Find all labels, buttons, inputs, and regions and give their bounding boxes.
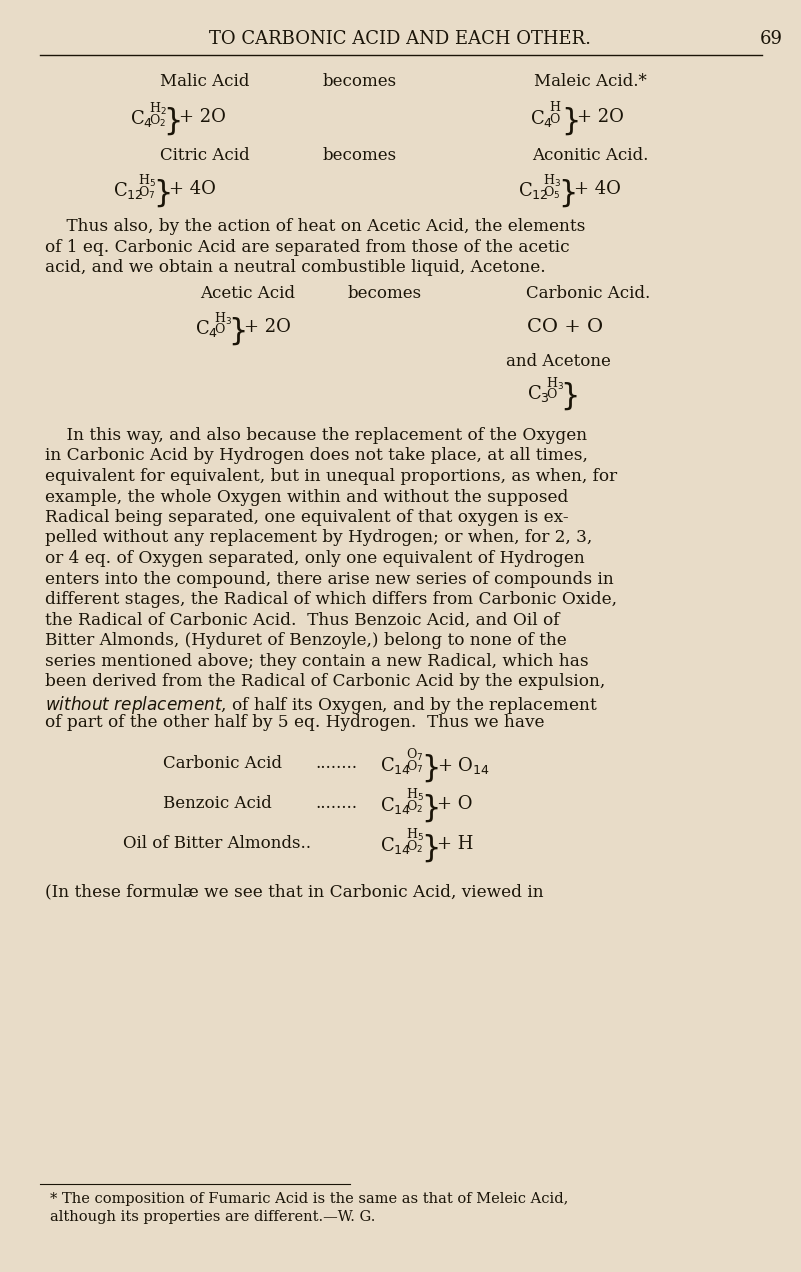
Text: C$_3$: C$_3$ [527, 383, 550, 404]
Text: C$_4$: C$_4$ [530, 108, 553, 128]
Text: Acetic Acid: Acetic Acid [200, 285, 296, 301]
Text: example, the whole Oxygen within and without the supposed: example, the whole Oxygen within and wit… [45, 488, 569, 505]
Text: ........: ........ [315, 756, 357, 772]
Text: O: O [549, 113, 559, 126]
Text: Radical being separated, one equivalent of that oxygen is ex-: Radical being separated, one equivalent … [45, 509, 569, 527]
Text: $\}$: $\}$ [421, 792, 438, 824]
Text: H$_2$: H$_2$ [149, 100, 167, 117]
Text: Carbonic Acid: Carbonic Acid [163, 756, 282, 772]
Text: TO CARBONIC ACID AND EACH OTHER.: TO CARBONIC ACID AND EACH OTHER. [209, 31, 591, 48]
Text: $\}$: $\}$ [560, 380, 578, 412]
Text: acid, and we obtain a neutral combustible liquid, Acetone.: acid, and we obtain a neutral combustibl… [45, 259, 545, 276]
Text: 69: 69 [760, 31, 783, 48]
Text: H$_5$: H$_5$ [138, 173, 156, 190]
Text: C$_{14}$: C$_{14}$ [380, 795, 411, 817]
Text: $\}$: $\}$ [228, 315, 245, 347]
Text: Bitter Almonds, (Hyduret of Benzoyle,) belong to none of the: Bitter Almonds, (Hyduret of Benzoyle,) b… [45, 632, 567, 649]
Text: equivalent for equivalent, but in unequal proportions, as when, for: equivalent for equivalent, but in unequa… [45, 468, 617, 485]
Text: $\}$: $\}$ [153, 177, 171, 209]
Text: O$_7$: O$_7$ [406, 747, 423, 763]
Text: C$_{14}$: C$_{14}$ [380, 756, 411, 776]
Text: O: O [546, 388, 557, 401]
Text: CO + O: CO + O [527, 318, 603, 336]
Text: Aconitic Acid.: Aconitic Acid. [532, 148, 648, 164]
Text: $\}$: $\}$ [421, 752, 438, 784]
Text: or 4 eq. of Oxygen separated, only one equivalent of Hydrogen: or 4 eq. of Oxygen separated, only one e… [45, 550, 585, 567]
Text: Carbonic Acid.: Carbonic Acid. [526, 285, 650, 301]
Text: + 4O: + 4O [169, 181, 216, 198]
Text: O$_2$: O$_2$ [149, 113, 166, 128]
Text: of 1 eq. Carbonic Acid are separated from those of the acetic: of 1 eq. Carbonic Acid are separated fro… [45, 239, 570, 256]
Text: $\it{without\ replacement}$, of half its Oxygen, and by the replacement: $\it{without\ replacement}$, of half its… [45, 693, 598, 715]
Text: becomes: becomes [348, 285, 422, 301]
Text: $\}$: $\}$ [163, 106, 180, 136]
Text: Malic Acid: Malic Acid [160, 73, 250, 90]
Text: becomes: becomes [323, 73, 397, 90]
Text: ........: ........ [315, 795, 357, 812]
Text: C$_4$: C$_4$ [130, 108, 153, 128]
Text: H: H [549, 100, 560, 114]
Text: H$_3$: H$_3$ [546, 377, 564, 392]
Text: Thus also, by the action of heat on Acetic Acid, the elements: Thus also, by the action of heat on Acet… [45, 218, 586, 235]
Text: the Radical of Carbonic Acid.  Thus Benzoic Acid, and Oil of: the Radical of Carbonic Acid. Thus Benzo… [45, 612, 560, 628]
Text: different stages, the Radical of which differs from Carbonic Oxide,: different stages, the Radical of which d… [45, 591, 617, 608]
Text: O$_2$: O$_2$ [406, 799, 423, 815]
Text: although its properties are different.—W. G.: although its properties are different.—W… [50, 1210, 376, 1224]
Text: O$_7$: O$_7$ [406, 759, 423, 775]
Text: Oil of Bitter Almonds..: Oil of Bitter Almonds.. [123, 834, 311, 852]
Text: been derived from the Radical of Carbonic Acid by the expulsion,: been derived from the Radical of Carboni… [45, 673, 606, 689]
Text: Citric Acid: Citric Acid [160, 148, 250, 164]
Text: + H: + H [437, 834, 473, 854]
Text: H$_5$: H$_5$ [406, 827, 424, 843]
Text: C$_{12}$: C$_{12}$ [113, 181, 143, 201]
Text: $\}$: $\}$ [558, 177, 575, 209]
Text: O$_2$: O$_2$ [406, 840, 423, 855]
Text: + 2O: + 2O [244, 318, 291, 336]
Text: (In these formulæ we see that in Carbonic Acid, viewed in: (In these formulæ we see that in Carboni… [45, 883, 544, 901]
Text: H$_5$: H$_5$ [406, 787, 424, 803]
Text: becomes: becomes [323, 148, 397, 164]
Text: O$_7$: O$_7$ [138, 184, 155, 201]
Text: C$_{12}$: C$_{12}$ [518, 181, 549, 201]
Text: H$_3$: H$_3$ [214, 310, 232, 327]
Text: In this way, and also because the replacement of the Oxygen: In this way, and also because the replac… [45, 427, 587, 444]
Text: + 4O: + 4O [574, 181, 621, 198]
Text: series mentioned above; they contain a new Radical, which has: series mentioned above; they contain a n… [45, 653, 589, 669]
Text: + 2O: + 2O [577, 108, 624, 126]
Text: of part of the other half by 5 eq. Hydrogen.  Thus we have: of part of the other half by 5 eq. Hydro… [45, 714, 545, 731]
Text: pelled without any replacement by Hydrogen; or when, for 2, 3,: pelled without any replacement by Hydrog… [45, 529, 592, 547]
Text: $\}$: $\}$ [421, 832, 438, 864]
Text: O: O [214, 323, 224, 336]
Text: and Acetone: and Acetone [505, 354, 610, 370]
Text: O$_5$: O$_5$ [543, 184, 560, 201]
Text: + 2O: + 2O [179, 108, 226, 126]
Text: Maleic Acid.*: Maleic Acid.* [533, 73, 646, 90]
Text: C$_{14}$: C$_{14}$ [380, 834, 411, 856]
Text: Benzoic Acid: Benzoic Acid [163, 795, 272, 812]
Text: + O: + O [437, 795, 473, 813]
Text: + O$_{14}$: + O$_{14}$ [437, 756, 490, 776]
Text: enters into the compound, there arise new series of compounds in: enters into the compound, there arise ne… [45, 571, 614, 588]
Text: * The composition of Fumaric Acid is the same as that of Meleic Acid,: * The composition of Fumaric Acid is the… [50, 1192, 569, 1206]
Text: C$_4$: C$_4$ [195, 318, 218, 340]
Text: H$_3$: H$_3$ [543, 173, 561, 190]
Text: $\}$: $\}$ [561, 106, 578, 136]
Text: in Carbonic Acid by Hydrogen does not take place, at all times,: in Carbonic Acid by Hydrogen does not ta… [45, 448, 588, 464]
